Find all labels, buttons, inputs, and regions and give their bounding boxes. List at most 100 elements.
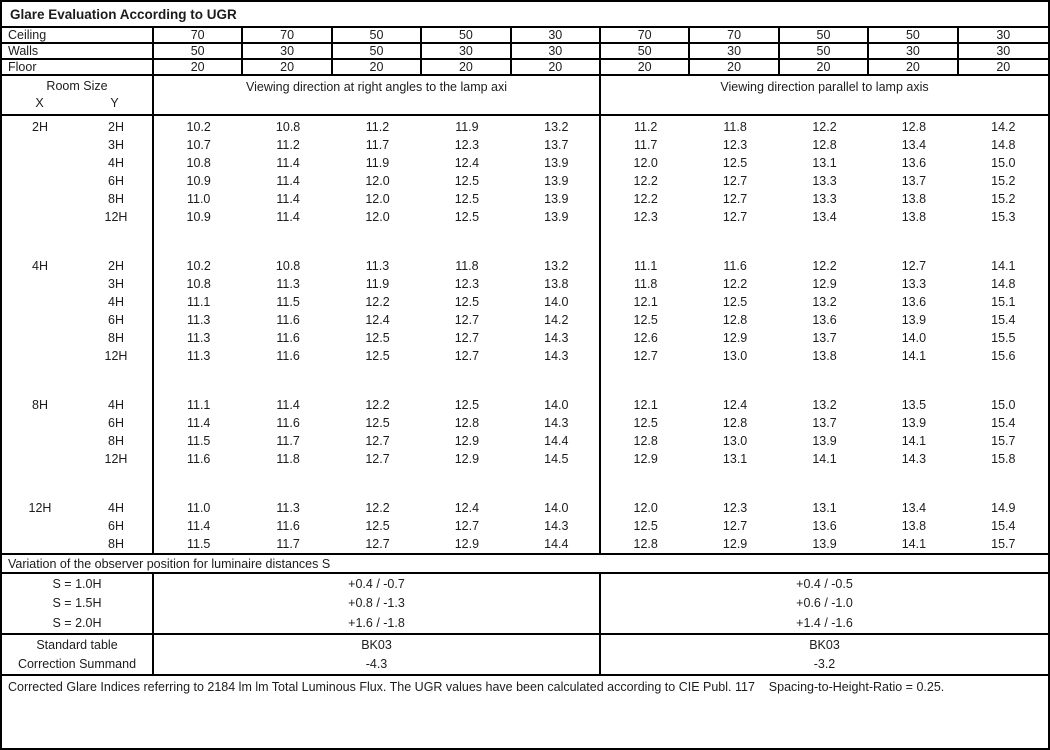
room-size-y: 8H [108,434,124,448]
ugr-value: 12.5 [365,349,390,363]
ugr-data-row: 8H 11.3 11.6 12.5 12.7 14.3 12.6 12.9 13.7 14.0 15… [2,329,1048,347]
ugr-value: 14.4 [544,537,569,551]
observer-variation-left-value: +1.6 / -1.8 [154,613,601,633]
ugr-value: 13.9 [812,434,837,448]
ugr-data-row: 12H 4H 11.0 11.3 12.2 12.4 14.0 12.0 12.3 13.1 13.… [2,499,1048,517]
ugr-value: 12.5 [722,156,748,170]
ugr-value: 10.9 [186,174,211,188]
surface-row-label: Ceiling [2,28,154,42]
column-header-row: Room Size X Y Viewing direction at right… [2,76,1048,116]
ugr-value: 12.5 [454,192,480,206]
ugr-value: 11.5 [186,434,211,448]
ugr-value: 13.7 [812,416,837,430]
ugr-value: 13.0 [722,349,748,363]
ugr-values-area: 2H 2H 10.2 10.8 11.2 11.9 13.2 11.2 11.8 12.2 12.8… [2,116,1048,555]
ugr-value: 12.0 [633,156,658,170]
ugr-value: 12.2 [365,295,390,309]
ugr-value: 12.3 [722,501,748,515]
ugr-data-row: 2H 2H 10.2 10.8 11.2 11.9 13.2 11.2 11.8 12.2 12.8… [2,118,1048,136]
footer-note: Corrected Glare Indices referring to 218… [8,680,945,694]
surface-value-cell: 20 [996,60,1011,74]
ugr-value: 11.4 [276,192,300,206]
ugr-value: 14.1 [991,259,1016,273]
room-size-y: 2H [108,120,124,134]
ugr-value: 11.8 [455,259,479,273]
ugr-value: 12.3 [633,210,658,224]
surface-value-cell: 20 [690,60,780,74]
summary-row: Correction Summand -4.3 -3.2 [2,654,1048,674]
room-size-x: 12H [28,501,52,515]
ugr-value: 11.2 [633,120,658,134]
ugr-value: 13.6 [901,295,927,309]
ugr-value: 13.9 [544,210,569,224]
ugr-value: 11.9 [455,120,479,134]
ugr-value: 11.0 [186,192,211,206]
ugr-value: 15.8 [991,452,1016,466]
ugr-value: 12.8 [722,416,748,430]
ugr-data-row: 6H 11.4 11.6 12.5 12.8 14.3 12.5 12.8 13.7 13.9 15… [2,414,1048,432]
room-size-y: 4H [108,156,124,170]
surface-value-cell: 20 [333,60,423,74]
surface-value-cell: 30 [243,44,333,58]
ugr-value: 12.7 [722,174,748,188]
ugr-value: 13.2 [544,259,569,273]
surface-value-cell: 50 [869,28,959,42]
ugr-value: 11.9 [365,277,390,291]
observer-variation-left-value: +0.4 / -0.7 [154,574,601,594]
ugr-value: 12.4 [454,501,480,515]
ugr-value: 12.5 [365,331,390,345]
ugr-value: 13.7 [544,138,569,152]
surface-value-cell: 30 [996,28,1011,42]
ugr-value: 11.4 [276,210,300,224]
ugr-value: 14.8 [991,277,1016,291]
ugr-value: 15.5 [991,331,1016,345]
ugr-data-row: 3H 10.8 11.3 11.9 12.3 13.8 11.8 12.2 12.9 13.3 14… [2,275,1048,293]
surface-value-cell: 50 [601,44,691,58]
ugr-value: 12.1 [633,295,658,309]
surface-value-cell: 20 [154,60,244,74]
ugr-value: 11.6 [276,349,300,363]
ugr-value: 13.9 [901,313,927,327]
ugr-value: 10.2 [186,259,211,273]
ugr-data-row: 6H 11.4 11.6 12.5 12.7 14.3 12.5 12.7 13.6 13.8 15… [2,517,1048,535]
ugr-value: 13.1 [722,452,748,466]
ugr-value: 12.7 [633,349,658,363]
ugr-value: 13.8 [901,210,927,224]
ugr-value: 10.8 [275,120,301,134]
room-size-y: 6H [108,519,124,533]
ugr-value: 12.5 [722,295,748,309]
room-size-y: 3H [108,138,124,152]
room-size-y: 6H [108,416,124,430]
ugr-value: 11.4 [186,416,211,430]
observer-variation-row: S = 1.0H +0.4 / -0.7 +0.4 / -0.5 [2,574,1048,594]
ugr-data-row: 8H 11.5 11.7 12.7 12.9 14.4 12.8 12.9 13.9 14.1 15… [2,535,1048,553]
ugr-value: 11.5 [276,295,300,309]
ugr-value: 11.6 [276,331,300,345]
room-size-x: 2H [32,120,48,134]
room-size-y: 4H [108,295,124,309]
surface-value-cell: 30 [869,44,959,58]
surface-row-label: Walls [2,44,154,58]
ugr-value: 13.6 [901,156,927,170]
ugr-value: 12.2 [633,174,658,188]
ugr-value: 14.1 [901,537,927,551]
ugr-value: 11.8 [723,120,747,134]
ugr-value: 11.4 [186,519,211,533]
ugr-value: 11.3 [276,277,300,291]
ugr-value: 11.5 [186,537,211,551]
summary-left-value: -4.3 [154,654,601,674]
ugr-value: 12.5 [633,416,658,430]
ugr-value: 12.7 [454,349,480,363]
ugr-value: 11.6 [276,416,300,430]
surface-reflectance-rows: Ceiling 70 70 50 50 30 70 70 50 50 30 Walls 50 30 50 30… [2,28,1048,76]
ugr-value: 13.2 [812,398,837,412]
ugr-value: 15.2 [991,174,1016,188]
vertical-divider-groups [599,116,601,553]
ugr-value: 10.2 [186,120,211,134]
ugr-value: 12.9 [722,331,748,345]
ugr-value: 14.3 [544,331,569,345]
ugr-value: 12.4 [365,313,390,327]
ugr-value: 10.7 [186,138,211,152]
summary-block: Standard table BK03 BK03 Correction Summand… [2,635,1048,676]
